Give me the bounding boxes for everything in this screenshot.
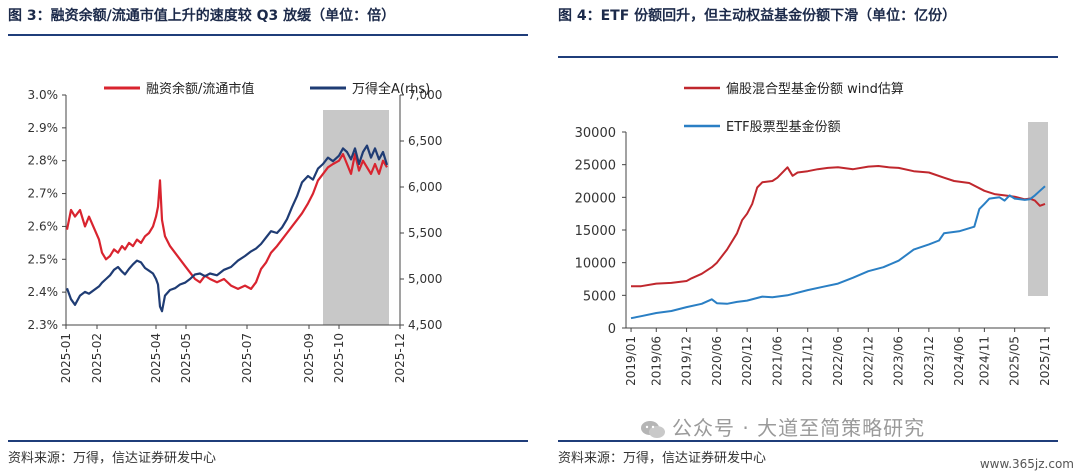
x-tick-label: 2022/06: [831, 336, 845, 386]
series-wind-a-line: [65, 144, 389, 313]
legend-label-margin-ratio: 融资余额/流通市值: [146, 81, 254, 97]
left-source-note: 资料来源：万得，信达证券研发中心: [8, 451, 217, 466]
y-right-tick-label: 5,000: [408, 272, 442, 286]
y-tick-label: 20000: [575, 191, 616, 206]
y-tick-label: 0: [608, 322, 616, 337]
y-right-tick-label: 5,500: [408, 226, 442, 240]
watermark: 公众号 · 大道至简策略研究: [640, 412, 925, 441]
legend-label-wind-a: 万得全A(rhs): [352, 81, 430, 97]
x-tick-label: 2024/06: [952, 336, 966, 386]
y-tick-label: 30000: [575, 126, 616, 141]
x-tick-label: 2024/11: [977, 336, 991, 386]
wechat-icon: [641, 420, 665, 438]
x-tick-label: 2025-09: [302, 333, 316, 383]
y-tick-label: 15000: [575, 224, 616, 239]
series-active-equity-line: [631, 165, 1046, 288]
x-tick-label: 2019/12: [680, 336, 694, 386]
y-right-tick-label: 4,500: [408, 318, 442, 332]
right-title-rule: [558, 56, 1058, 58]
legend-label-active-equity: 偏股混合型基金份额 wind估算: [726, 81, 904, 97]
y-tick-label: 5000: [583, 289, 616, 304]
x-tick-label: 2019/01: [624, 336, 638, 386]
x-tick-label: 2020/12: [740, 336, 754, 386]
x-tick-label: 2025-07: [240, 333, 254, 383]
y-left-tick-label: 2.9%: [28, 121, 59, 135]
y-left-tick-label: 3.0%: [28, 88, 59, 102]
y-left-tick-label: 2.5%: [28, 252, 59, 266]
y-tick-label: 25000: [575, 159, 616, 174]
x-tick-label: 2025-10: [332, 333, 346, 383]
x-tick-label: 2023/12: [922, 336, 936, 386]
x-tick-label: 2019/06: [649, 336, 663, 386]
x-tick-label: 2025-01: [59, 333, 73, 383]
right-chart-title: 图 4：ETF 份额回升，但主动权益基金份额下滑（单位：亿份）: [558, 8, 957, 24]
y-right-tick-label: 6,000: [408, 180, 442, 194]
x-tick-label: 2025-05: [179, 333, 193, 383]
y-left-tick-label: 2.6%: [28, 219, 59, 233]
x-tick-label: 2022/12: [861, 336, 875, 386]
x-tick-label: 2025-04: [149, 333, 163, 383]
y-left-tick-label: 2.3%: [28, 318, 59, 332]
right-source-note: 资料来源：万得，信达证券研发中心: [558, 451, 767, 466]
y-tick-label: 10000: [575, 257, 616, 272]
watermark-text: 公众号 · 大道至简策略研究: [672, 416, 926, 440]
y-left-tick-label: 2.4%: [28, 285, 59, 299]
x-tick-label: 2025-02: [90, 333, 104, 383]
margin-ratio-chart: 2.3% 2.4% 2.5% 2.6% 2.7% 2.8% 2.9% 3.0% 4,500 5,0…: [28, 81, 443, 383]
x-tick-label: 2025-12: [393, 333, 407, 383]
x-tick-label: 2025/11: [1038, 336, 1052, 386]
left-chart-title: 图 3：融资余额/流通市值上升的速度较 Q3 放缓（单位：倍）: [8, 8, 396, 24]
x-tick-label: 2021/12: [801, 336, 815, 386]
legend-label-etf: ETF股票型基金份额: [726, 119, 841, 135]
shaded-region: [1028, 122, 1048, 296]
fund-shares-chart: 0 5000 10000 15000 20000 25000 30000 2019/01 201…: [575, 81, 1052, 386]
shaded-region: [323, 110, 389, 325]
right-footer-rule: [558, 440, 1058, 442]
y-left-tick-label: 2.8%: [28, 154, 59, 168]
y-left-tick-label: 2.7%: [28, 187, 59, 201]
site-credit: www.365jz.com: [979, 457, 1074, 471]
x-tick-label: 2021/06: [770, 336, 784, 386]
series-margin-ratio-line: [65, 152, 388, 290]
left-footer-rule: [8, 440, 528, 442]
y-right-tick-label: 7,000: [408, 88, 442, 102]
y-right-tick-label: 6,500: [408, 134, 442, 148]
x-tick-label: 2023/06: [892, 336, 906, 386]
series-etf-line: [630, 185, 1046, 320]
x-tick-label: 2020/06: [710, 336, 724, 386]
x-tick-label: 2025/05: [1008, 336, 1022, 386]
left-title-rule: [8, 34, 528, 36]
